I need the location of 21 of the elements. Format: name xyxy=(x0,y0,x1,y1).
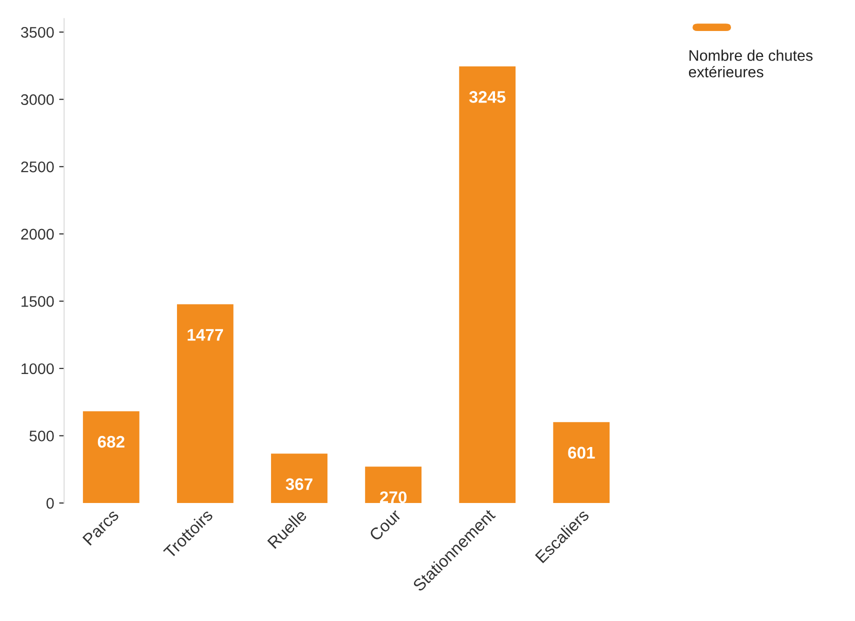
data-label: 1477 xyxy=(188,329,224,341)
y-tick-label: 2500 xyxy=(21,162,54,172)
bar xyxy=(553,422,610,504)
y-tick-label: 500 xyxy=(30,430,54,442)
data-label: 601 xyxy=(568,446,595,459)
text: Nombre de chutes extérieures xyxy=(688,50,813,78)
bar xyxy=(365,466,422,504)
y-tick-label: 2000 xyxy=(21,228,54,240)
bar xyxy=(176,304,234,504)
data-label: 367 xyxy=(286,478,312,490)
y-tick-label: 1500 xyxy=(22,296,54,307)
bar xyxy=(271,454,328,504)
y-tick-label: 3000 xyxy=(21,94,54,106)
y-tick-label: 0 xyxy=(46,498,54,509)
data-label: 270 xyxy=(380,491,407,504)
data-label: 3245 xyxy=(469,91,506,103)
data-label: 682 xyxy=(98,436,124,448)
bar xyxy=(82,411,140,504)
y-tick-label: 1000 xyxy=(22,363,54,374)
bar xyxy=(459,66,516,504)
y-tick-label: 3500 xyxy=(21,26,54,38)
